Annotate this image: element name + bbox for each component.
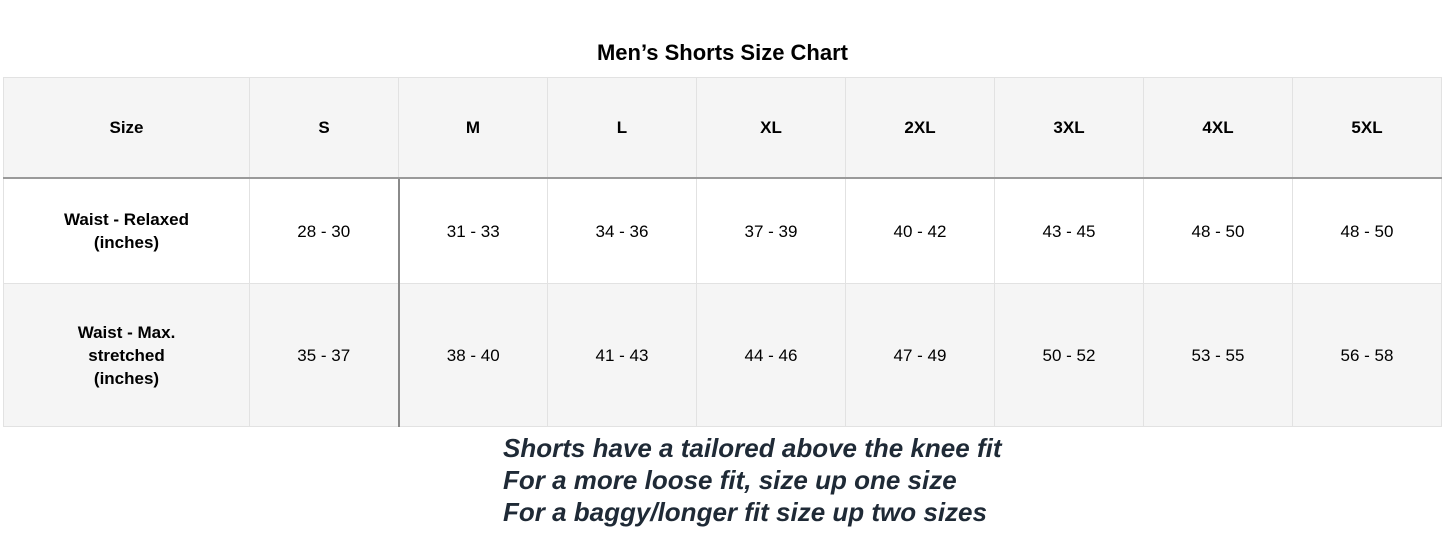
table-cell: 28 - 30: [249, 177, 400, 284]
fit-note: For a more loose fit, size up one size: [503, 465, 957, 495]
header-cell-l: L: [547, 77, 697, 179]
fit-notes: Shorts have a tailored above the knee fi…: [503, 432, 1001, 528]
fit-note: For a baggy/longer fit size up two sizes: [503, 497, 987, 527]
table-cell: 37 - 39: [696, 177, 846, 284]
row-label: Waist - Max. stretched (inches): [3, 283, 250, 427]
table-cell: 50 - 52: [994, 283, 1144, 427]
header-cell-xl: XL: [696, 77, 846, 179]
row-label-line: stretched: [88, 345, 165, 365]
row-label-line: Waist - Max.: [77, 322, 176, 342]
header-cell-5xl: 5XL: [1292, 77, 1442, 179]
table-cell: 34 - 36: [547, 177, 697, 284]
header-cell-size: Size: [3, 77, 250, 179]
table-cell: 31 - 33: [398, 177, 548, 284]
table-row: Waist - Relaxed (inches) 28 - 30 31 - 33 34 …: [3, 177, 1442, 284]
table-cell: 48 - 50: [1292, 177, 1442, 284]
table-cell: 48 - 50: [1143, 177, 1293, 284]
row-label-line: (inches): [93, 368, 160, 388]
table-cell: 47 - 49: [845, 283, 995, 427]
header-cell-m: M: [398, 77, 548, 179]
table-cell: 44 - 46: [696, 283, 846, 427]
header-cell-2xl: 2XL: [845, 77, 995, 179]
table-cell: 53 - 55: [1143, 283, 1293, 427]
header-cell-4xl: 4XL: [1143, 77, 1293, 179]
header-cell-3xl: 3XL: [994, 77, 1144, 179]
size-chart-table: Size S M L XL 2XL 3XL 4XL 5XL Waist - Relaxed (inc…: [3, 77, 1442, 427]
table-header-row: Size S M L XL 2XL 3XL 4XL 5XL: [3, 77, 1442, 179]
table-cell: 43 - 45: [994, 177, 1144, 284]
table-cell: 56 - 58: [1292, 283, 1442, 427]
table-cell: 40 - 42: [845, 177, 995, 284]
table-cell: 41 - 43: [547, 283, 697, 427]
fit-note: Shorts have a tailored above the knee fi…: [503, 433, 1002, 463]
header-cell-s: S: [249, 77, 399, 179]
row-label-line: (inches): [93, 233, 160, 252]
row-label-line: Waist - Relaxed: [63, 210, 190, 229]
table-row: Waist - Max. stretched (inches) 35 - 37 38 -…: [3, 283, 1442, 427]
page-title: Men’s Shorts Size Chart: [596, 40, 848, 65]
table-cell: 38 - 40: [398, 283, 548, 427]
table-cell: 35 - 37: [249, 283, 400, 427]
row-label: Waist - Relaxed (inches): [3, 177, 250, 284]
